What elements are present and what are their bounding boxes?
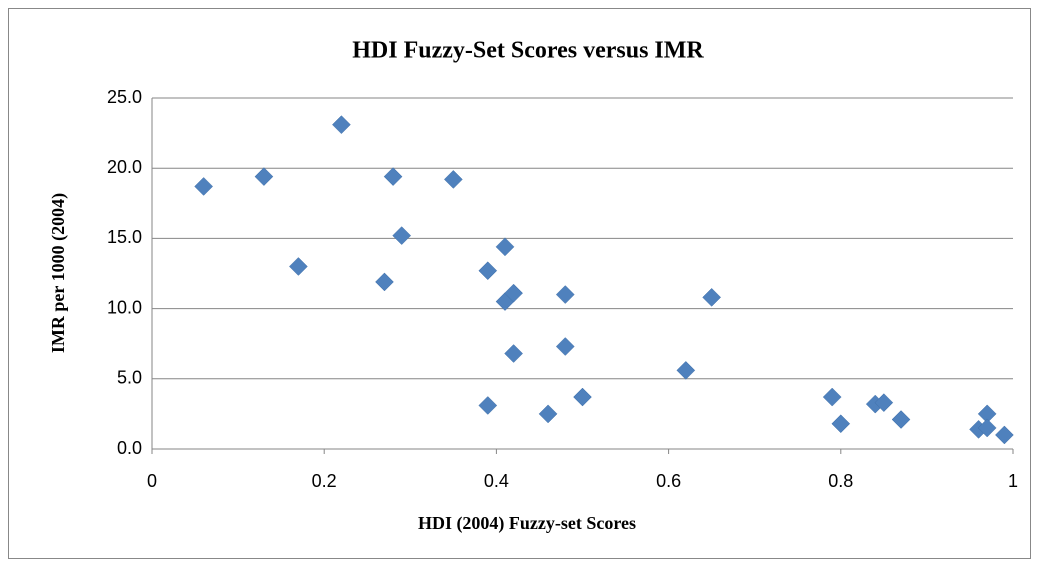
y-tick-label: 15.0 [107, 227, 142, 247]
point [478, 261, 498, 281]
point [977, 418, 997, 438]
point [822, 387, 842, 407]
point [573, 387, 592, 407]
point [332, 115, 351, 135]
x-tick-label: 1 [1008, 471, 1018, 491]
point [495, 237, 515, 257]
y-tick-label: 10.0 [107, 297, 142, 317]
point [831, 414, 851, 434]
point [443, 170, 463, 189]
point [392, 226, 412, 245]
x-axis-label: HDI (2004) Fuzzy-set Scores [418, 513, 636, 534]
point [383, 167, 403, 186]
x-tick-label: 0.6 [656, 471, 681, 491]
point [874, 393, 894, 413]
point [504, 344, 523, 363]
point [478, 396, 498, 415]
y-axis-label: IMR per 1000 (2004) [48, 193, 69, 353]
y-tick-label: 0.0 [117, 438, 142, 458]
x-tick-label: 0 [147, 471, 157, 491]
point [555, 285, 575, 304]
x-tick-label: 0.2 [312, 471, 337, 491]
point [538, 404, 558, 424]
chart-title: HDI Fuzzy-Set Scores versus IMR [352, 38, 704, 64]
x-tick-label: 0.8 [828, 471, 853, 491]
point [995, 425, 1014, 445]
point [194, 177, 214, 196]
point [254, 167, 274, 186]
point [891, 410, 911, 429]
point [504, 283, 523, 303]
y-tick-label: 25.0 [107, 87, 142, 107]
point [375, 272, 394, 292]
point [676, 361, 696, 380]
y-tick-label: 5.0 [117, 368, 142, 388]
chart-border [8, 8, 1031, 559]
y-tick-label: 20.0 [107, 157, 142, 177]
point [702, 288, 722, 307]
point [289, 257, 308, 276]
point [555, 337, 575, 356]
x-tick-label: 0.4 [484, 471, 509, 491]
